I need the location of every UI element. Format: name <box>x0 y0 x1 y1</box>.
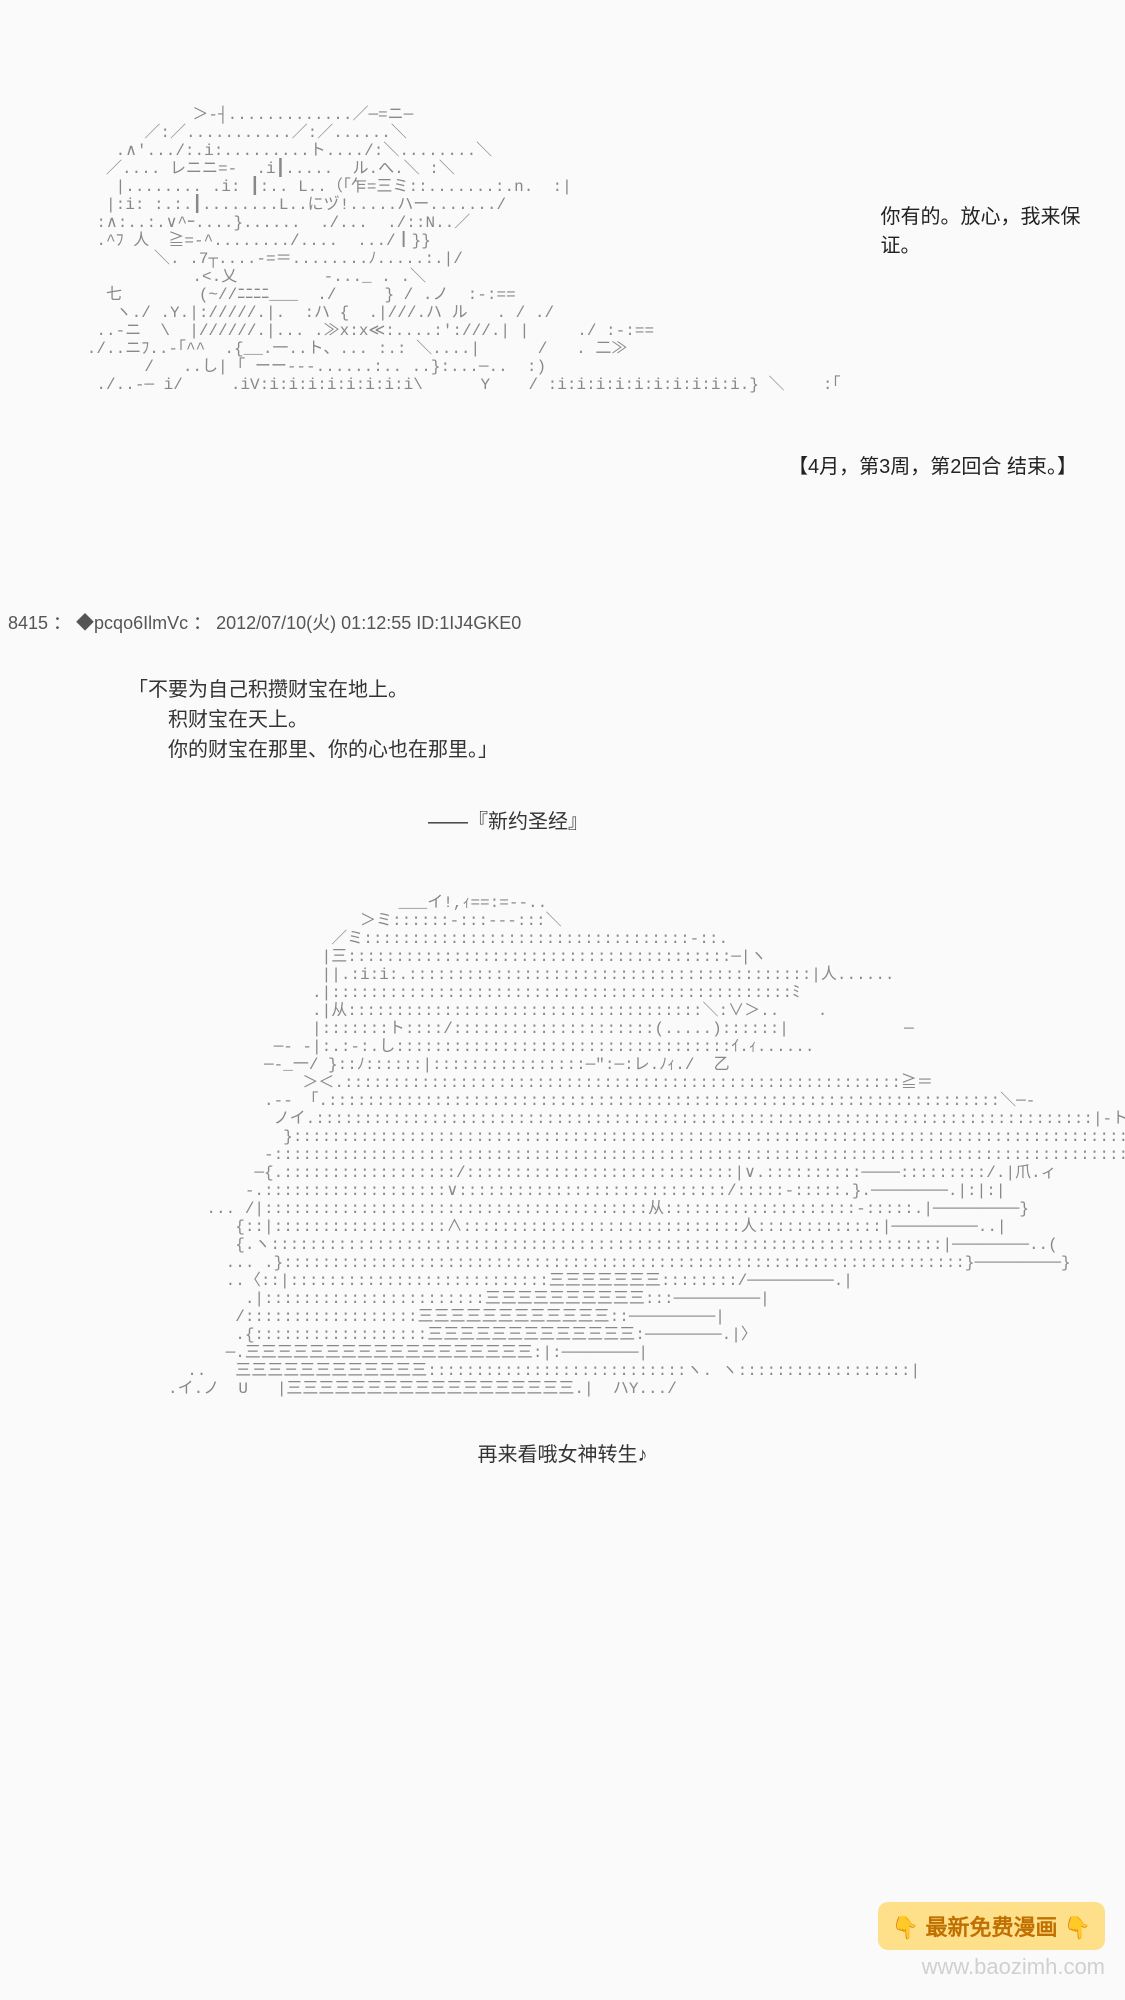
ascii-art-1: ＞-┤.............／─=ニ─ ／:／...........／:／.… <box>58 106 841 394</box>
hand-down-icon: 👇 <box>892 1915 919 1941</box>
badge-text: 最新免费漫画 <box>925 1915 1057 1940</box>
quote-block: 「不要为自己积攒财宝在地上。 积财宝在天上。 你的财宝在那里、你的心也在那里。」 <box>128 675 1117 765</box>
post-header: 8415 ： ◆pcqo6IlmVc ： 2012/07/10(火) 01:12… <box>8 609 1117 635</box>
quote-line-3: 你的财宝在那里、你的心也在那里。」 <box>128 735 1117 765</box>
hand-down-icon: 👇 <box>1064 1915 1091 1941</box>
quote-source: ――『新约圣经』 <box>428 805 1117 834</box>
round-end-text: 【4月，第3周，第2回合 结束。】 <box>8 450 1077 479</box>
ascii-art-2: ___イ!,ｨ==:=--.. ＞ミ::::::-:::---:::＼ ／ミ::… <box>168 894 1117 1398</box>
promo-badge[interactable]: 👇 最新免费漫画 👇 <box>878 1902 1105 1950</box>
footer-badge: 👇 最新免费漫画 👇 www.baozimh.com <box>878 1902 1105 1980</box>
quote-line-2: 积财宝在天上。 <box>128 705 1117 735</box>
quote-line-1: 「不要为自己积攒财宝在地上。 <box>128 675 1117 705</box>
dialogue-text-1: 你有的。放心，我来保证。 <box>881 200 1117 258</box>
section-1: ＞-┤.............／─=ニ─ ／:／...........／:／.… <box>8 90 1117 410</box>
site-url[interactable]: www.baozimh.com <box>878 1954 1105 1980</box>
bottom-dialogue: 再来看哦女神转生♪ <box>8 1438 1117 1467</box>
